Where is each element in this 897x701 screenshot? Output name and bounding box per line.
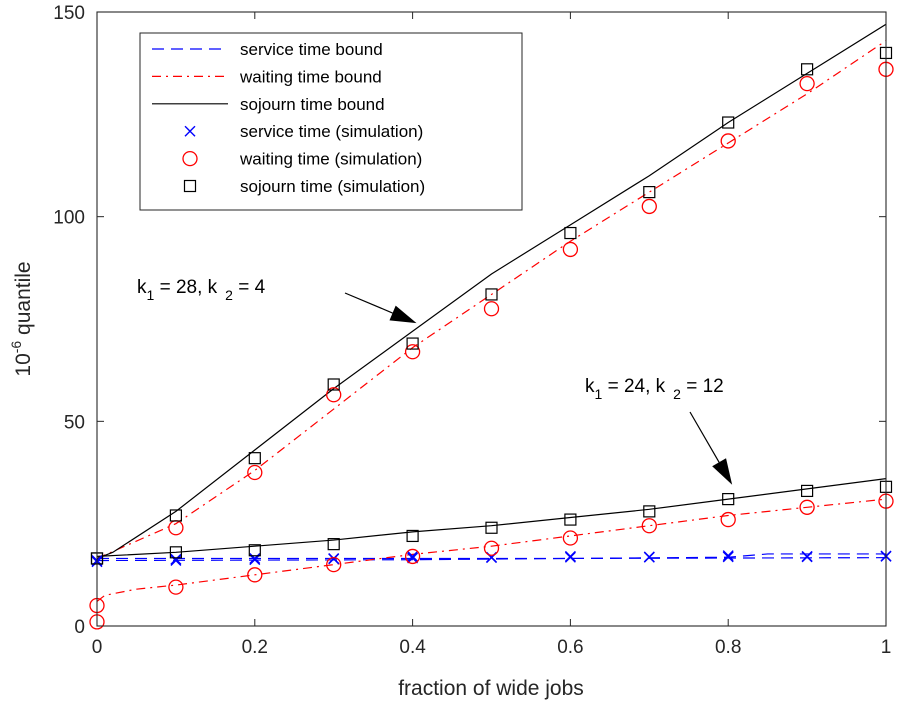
- data-point-k1-24-k2-12-service-time-simulation: [564, 550, 576, 562]
- data-point-k1-28-k2-4-sojourn-time-simulation: [406, 337, 419, 350]
- data-point-k1-24-k2-12-service-time-simulation: [643, 551, 655, 563]
- data-point-k1-28-k2-4-sojourn-time-simulation: [722, 116, 735, 129]
- x-axis-label: fraction of wide jobs: [398, 677, 584, 700]
- y-axis-label-exponent: -6: [8, 341, 24, 354]
- axes-box: [96, 11, 887, 627]
- data-point-k1-24-k2-12-waiting-time-simulation: [168, 579, 184, 595]
- x-tick-label: 0.4: [399, 637, 426, 658]
- y-tick-label: 0: [74, 617, 85, 638]
- data-point-k1-28-k2-4-sojourn-time-simulation: [169, 509, 182, 522]
- svg-text:10-6 quantile: 10-6 quantile: [8, 261, 35, 376]
- marker-layer: [89, 46, 894, 630]
- data-point-k1-28-k2-4-sojourn-time-simulation: [643, 186, 656, 199]
- data-point-k1-28-k2-4-waiting-time-simulation: [404, 344, 421, 360]
- data-point-k1-28-k2-4-waiting-time-simulation: [562, 241, 579, 258]
- legend: service time bound waiting time bound sojo…: [139, 32, 523, 211]
- series-line-k1-24-k2-12-waiting-time-bound: [97, 498, 886, 602]
- legend-label-waiting-time-simulation: waiting time (simulation): [239, 150, 422, 169]
- data-point-k1-24-k2-12-waiting-time-simulation: [326, 556, 342, 573]
- annotation-k24-k1: k: [585, 376, 595, 397]
- annotation-k24-k2-value: = 12: [681, 376, 724, 397]
- data-point-k1-24-k2-12-waiting-time-simulation: [720, 511, 736, 528]
- annotation-k28-k1: k: [137, 277, 147, 298]
- x-tick-label: 0.2: [242, 637, 268, 658]
- series-line-k1-24-k2-12-sojourn-time-bound: [97, 478, 886, 558]
- data-point-k1-24-k2-12-waiting-time-simulation: [562, 530, 579, 546]
- data-point-k1-28-k2-4-sojourn-time-simulation: [564, 226, 577, 240]
- annotation-arrow-1: [344, 292, 417, 324]
- annotation-k24-label: k1 = 24, k 2 = 12: [585, 376, 724, 402]
- data-point-k1-28-k2-4-service-time-simulation: [407, 552, 419, 564]
- data-point-k1-24-k2-12-waiting-time-simulation: [799, 499, 815, 515]
- data-point-k1-24-k2-12-sojourn-time-simulation: [406, 529, 419, 543]
- x-tick-label: 1: [881, 637, 892, 658]
- data-point-k1-24-k2-12-sojourn-time-simulation: [564, 513, 577, 526]
- series-line-k1-28-k2-4-service-time-bound: [97, 557, 886, 560]
- data-point-k1-24-k2-12-waiting-time-simulation: [641, 518, 657, 534]
- data-point-k1-24-k2-12-service-time-simulation: [170, 553, 182, 565]
- legend-label-sojourn-time-bound: sojourn time bound: [240, 95, 385, 114]
- data-point-k1-24-k2-12-sojourn-time-simulation: [327, 538, 340, 551]
- data-point-k1-28-k2-4-service-time-simulation: [170, 555, 182, 567]
- annotation-arrow-2: [689, 411, 733, 485]
- annotation-k24-k1-sub: 1: [595, 386, 603, 402]
- annotation-k24-k1-value: = 24, k: [602, 376, 665, 397]
- data-point-k1-24-k2-12-sojourn-time-simulation: [800, 484, 814, 498]
- series-line-k1-28-k2-4-waiting-time-bound: [97, 40, 886, 560]
- legend-box: [139, 32, 523, 211]
- data-point-k1-28-k2-4-sojourn-time-simulation: [800, 63, 814, 76]
- data-point-k1-28-k2-4-service-time-simulation: [722, 551, 734, 563]
- annotation-k28-k2-value: = 4: [233, 277, 266, 298]
- data-point-k1-28-k2-4-sojourn-time-simulation: [248, 452, 261, 465]
- data-point-k1-28-k2-4-waiting-time-simulation: [641, 198, 657, 215]
- data-point-k1-28-k2-4-waiting-time-simulation: [247, 464, 263, 481]
- annotation-k28-label: k1 = 28, k 2 = 4: [137, 277, 266, 303]
- annotation-k28-k1-sub: 1: [147, 287, 155, 303]
- data-point-k1-24-k2-12-service-time-simulation: [328, 552, 340, 564]
- data-point-k1-24-k2-12-sojourn-time-simulation: [722, 493, 735, 506]
- data-point-k1-24-k2-12-service-time-simulation: [722, 550, 734, 562]
- legend-marker-sojourn-time-simulation: [183, 179, 197, 193]
- data-point-k1-28-k2-4-waiting-time-simulation: [326, 387, 342, 403]
- data-point-k1-24-k2-12-sojourn-time-simulation: [485, 521, 498, 534]
- series-line-k1-28-k2-4-sojourn-time-bound: [97, 23, 886, 560]
- legend-label-service-time-bound: service time bound: [240, 40, 383, 59]
- y-axis-label-text: quantile: [12, 261, 35, 335]
- data-point-k1-24-k2-12-service-time-simulation: [249, 552, 261, 564]
- data-point-k1-28-k2-4-waiting-time-simulation: [720, 133, 736, 149]
- data-point-k1-24-k2-12-service-time-simulation: [407, 550, 419, 562]
- x-tick-label: 0.6: [557, 637, 583, 658]
- tick-layer: 0 0.2 0.4 0.6 0.8 1 0 50 100 150: [53, 3, 891, 658]
- x-tick-label: 0: [92, 637, 103, 658]
- data-point-k1-28-k2-4-sojourn-time-simulation: [485, 288, 498, 301]
- y-axis-label-prefix: 10: [12, 353, 35, 376]
- x-tick-label: 0.8: [715, 637, 741, 658]
- data-point-k1-24-k2-12-waiting-time-simulation: [483, 540, 500, 556]
- data-point-k1-24-k2-12-sojourn-time-simulation: [248, 544, 261, 557]
- data-point-k1-24-k2-12-sojourn-time-simulation: [169, 546, 182, 559]
- legend-label-sojourn-time-simulation: sojourn time (simulation): [240, 177, 425, 196]
- y-axis-label: 10-6 quantile: [8, 261, 35, 376]
- y-tick-label: 100: [53, 208, 85, 229]
- annotation-k28-k2-sub: 2: [225, 287, 233, 303]
- legend-label-waiting-time-bound: waiting time bound: [239, 67, 382, 86]
- legend-marker-waiting-time-simulation: [182, 150, 198, 167]
- data-point-k1-24-k2-12-sojourn-time-simulation: [643, 505, 656, 518]
- annotation-k28-k1-value: = 28, k: [154, 277, 217, 298]
- data-point-k1-28-k2-4-waiting-time-simulation: [799, 75, 815, 92]
- legend-marker-service-time-simulation: [184, 125, 196, 137]
- y-tick-label: 150: [53, 3, 85, 24]
- annotation-k24-k2-sub: 2: [673, 386, 681, 402]
- data-point-k1-28-k2-4-sojourn-time-simulation: [327, 378, 340, 391]
- y-tick-label: 50: [64, 412, 85, 433]
- data-point-k1-24-k2-12-waiting-time-simulation: [247, 567, 263, 583]
- data-point-k1-24-k2-12-service-time-simulation: [801, 550, 813, 562]
- data-point-k1-28-k2-4-waiting-time-simulation: [483, 301, 500, 317]
- data-point-k1-24-k2-12-waiting-time-simulation: [404, 548, 421, 565]
- legend-label-service-time-simulation: service time (simulation): [240, 122, 423, 141]
